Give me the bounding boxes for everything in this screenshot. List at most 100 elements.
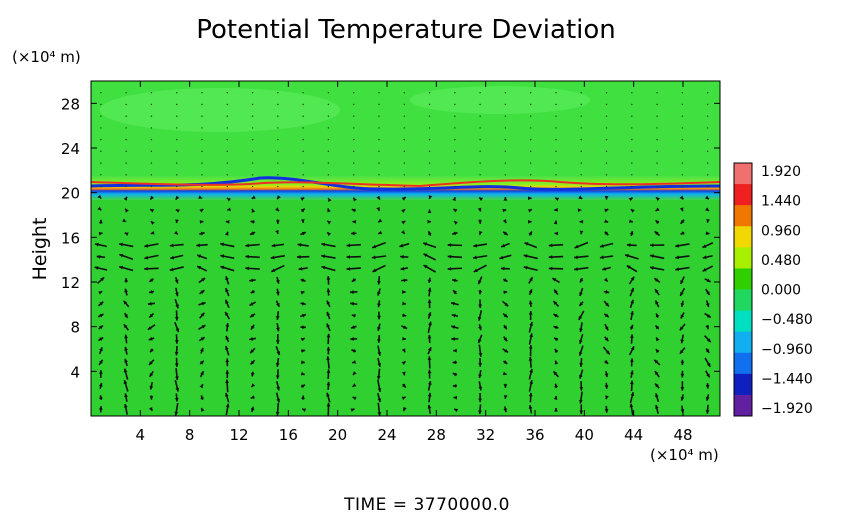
wind-vector-head xyxy=(427,287,432,292)
wind-vector-head xyxy=(123,403,128,408)
wind-vector-head xyxy=(453,395,458,400)
vector-dot xyxy=(479,185,481,188)
wind-vector-head xyxy=(301,301,306,306)
y-tick-label: 28 xyxy=(61,95,80,113)
wind-vector-head xyxy=(276,351,281,356)
vector-dot xyxy=(403,127,405,129)
wind-vector-head xyxy=(650,266,654,270)
wind-vector-head xyxy=(500,266,505,271)
wind-vector-head xyxy=(599,244,604,248)
wind-vector-head xyxy=(555,197,560,202)
wind-vector-head xyxy=(629,358,634,363)
wind-vector-head xyxy=(351,208,356,213)
vector-dot xyxy=(504,162,507,164)
wind-vector-head xyxy=(499,255,504,260)
wind-vector-head xyxy=(122,218,127,222)
vector-dot xyxy=(302,103,304,106)
wind-vector-head xyxy=(327,208,331,213)
wind-vector-head xyxy=(427,356,432,360)
vector-dot xyxy=(479,162,481,164)
wind-vector-head xyxy=(630,276,635,281)
vector-dot xyxy=(150,127,153,129)
wind-vector-head xyxy=(401,230,405,235)
wind-vector-head xyxy=(423,242,428,246)
wind-vector-head xyxy=(604,231,609,236)
vector-dot xyxy=(706,92,709,94)
wind-vector-head xyxy=(250,313,255,318)
wind-vector-head xyxy=(149,278,154,282)
wind-vector-head xyxy=(175,387,180,392)
vector-dot xyxy=(555,138,557,141)
vector-dot xyxy=(302,115,304,117)
colorbar-segment xyxy=(734,247,752,269)
vector-dot xyxy=(302,150,304,153)
x-tick-label: 12 xyxy=(229,426,248,444)
wind-vector-head xyxy=(680,219,685,224)
vector-dot xyxy=(226,162,228,164)
wind-vector-head xyxy=(201,407,205,412)
wind-vector-head xyxy=(402,371,406,376)
wind-vector-head xyxy=(478,290,483,295)
wind-vector-head xyxy=(502,371,507,376)
wind-vector-head xyxy=(579,219,584,224)
wind-vector-head xyxy=(574,244,579,249)
vector-dot xyxy=(555,103,557,106)
wind-vector-head xyxy=(378,218,383,223)
wind-vector-head xyxy=(123,380,128,385)
vector-dot xyxy=(454,150,456,153)
colorbar-frame xyxy=(733,162,753,417)
wind-vector-head xyxy=(705,207,709,212)
vector-dot xyxy=(504,138,507,141)
wind-vector-head xyxy=(524,242,529,246)
wind-vector-head xyxy=(548,255,553,259)
wind-vector-head xyxy=(169,243,174,248)
vector-dot xyxy=(605,138,608,141)
wind-vector-head xyxy=(478,374,482,379)
vector-dot xyxy=(201,185,203,188)
wind-vector-head xyxy=(401,209,406,213)
wind-vector-head xyxy=(706,218,710,223)
upper-field-patch xyxy=(100,88,340,132)
wind-vector-head xyxy=(123,300,128,305)
wind-vector-head xyxy=(175,195,180,200)
vector-dot xyxy=(504,174,507,176)
wind-vector-head xyxy=(503,408,508,413)
wind-vector-head xyxy=(479,197,484,202)
plot-area xyxy=(91,81,720,416)
vector-dot xyxy=(631,92,633,94)
wind-vector-head xyxy=(302,408,307,413)
wind-vector-head xyxy=(98,370,103,374)
vector-dot xyxy=(454,127,456,129)
vector-dot xyxy=(150,92,153,94)
vector-dot xyxy=(176,103,178,106)
vector-dot xyxy=(302,185,304,188)
x-tick-label: 40 xyxy=(575,426,594,444)
wind-vector-head xyxy=(400,266,405,271)
vector-dot xyxy=(277,138,279,141)
wind-vector-head xyxy=(655,325,660,330)
vector-dot xyxy=(631,115,633,117)
wind-vector-head xyxy=(503,384,508,388)
wind-vector-head xyxy=(170,255,175,260)
wind-vector-head xyxy=(477,339,482,344)
wind-vector-head xyxy=(200,312,205,317)
wind-vector-head xyxy=(174,363,179,368)
vector-dot xyxy=(353,150,355,153)
wind-vector-head xyxy=(200,347,204,352)
wind-vector-head xyxy=(250,231,255,235)
vector-dot xyxy=(327,185,330,188)
wind-vector-head xyxy=(275,207,280,212)
vector-dot xyxy=(454,103,456,106)
wind-vector-head xyxy=(100,277,105,282)
wind-vector-head xyxy=(503,337,508,342)
time-readout: TIME = 3770000.0 xyxy=(343,495,510,515)
wind-vector-head xyxy=(250,395,255,399)
wind-vector-head xyxy=(523,254,528,258)
wind-vector-head xyxy=(629,370,634,375)
wind-vector-head xyxy=(376,375,381,380)
vector-dot xyxy=(226,185,228,188)
wind-vector-head xyxy=(148,289,153,294)
wind-vector-head xyxy=(453,209,458,213)
wind-vector-head xyxy=(271,268,276,272)
vector-dot xyxy=(656,185,658,188)
